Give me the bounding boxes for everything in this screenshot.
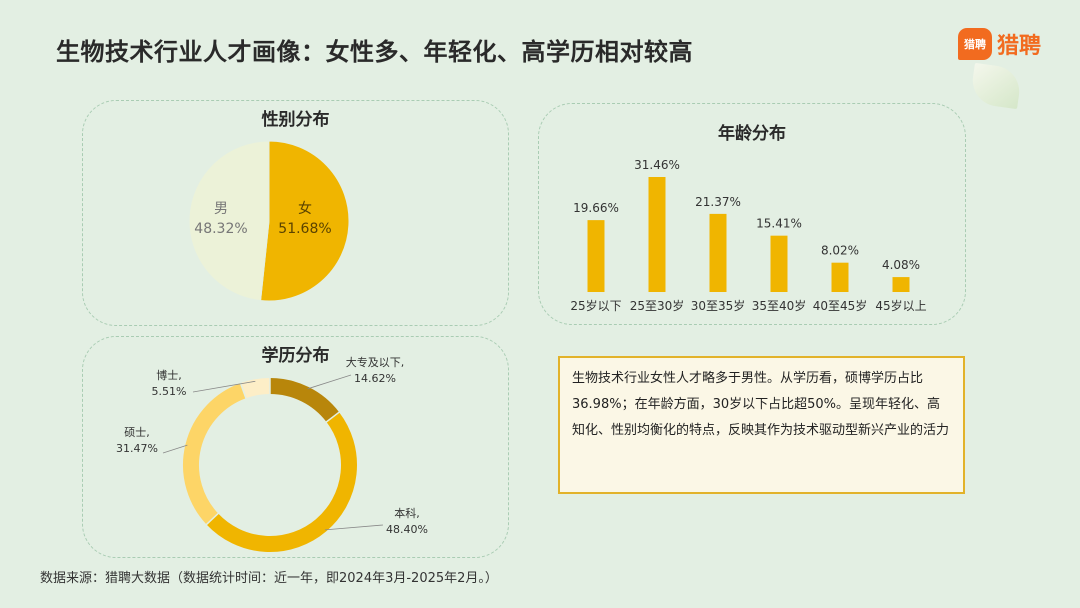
gender-pie-chart: 女 51.68% 男 48.32% [188,140,350,302]
age-bar-5 [892,277,910,292]
age-bar-2 [709,213,727,292]
gender-label-name-0: 女 [298,200,312,217]
logo-text: 猎聘 [997,34,1042,59]
page-title: 生物技术行业人才画像：女性多、年轻化、高学历相对较高 [56,38,693,66]
education-donut-chart: 大专及以下, 14.62% 本科, 48.40% 硕士, 31.47% 博士, 5.51% [116,355,428,552]
data-source: 数据来源：猎聘大数据（数据统计时间：近一年，即2024年3月-2025年2月。） [40,571,498,586]
summary-box: 生物技术行业女性人才略多于男性。从学历看，硕博学历占比36.98%；在年龄方面，… [558,356,965,494]
age-value-label-4: 8.02% [821,244,859,258]
education-label-name-3: 博士, [156,369,182,382]
education-label-value-0: 14.62% [354,372,396,385]
education-label-value-3: 5.51% [152,385,187,398]
education-label-name-2: 硕士, [124,426,150,439]
age-bar-3 [770,235,788,292]
age-category-label-4: 40至45岁 [813,298,868,313]
education-slice-1 [206,412,357,552]
age-value-label-2: 21.37% [695,195,741,209]
gender-slice-1 [188,140,270,302]
education-panel-title: 学历分布 [261,346,330,366]
gender-label-name-1: 男 [214,201,228,217]
age-bar-1 [648,177,666,292]
education-slice-2 [183,383,247,525]
age-value-label-0: 19.66% [573,201,619,215]
gender-slice-0 [260,140,350,302]
age-bar-chart: 19.66% 25岁以下 31.46% 25至30岁 21.37% 30至35岁 15.41… [570,158,926,313]
education-slice-0 [269,378,340,423]
gender-label-value-0: 51.68% [278,221,331,237]
gender-label-value-1: 48.32% [194,221,247,237]
gender-panel: 性别分布 女 51.68% 男 48.32% [82,100,509,326]
age-value-label-5: 4.08% [882,258,920,272]
age-category-label-1: 25至30岁 [630,298,685,313]
education-panel: 学历分布 大专及以下, 14.62% 本科, 48.40% 硕士, 31.47% 博士, 5.… [82,336,509,558]
education-label-value-2: 31.47% [116,442,158,455]
education-leader-line-1 [324,524,384,531]
education-leader-line-3 [192,380,256,393]
education-label-name-0: 大专及以下, [346,355,405,369]
logo-badge-icon: 猎聘 [958,28,992,60]
age-category-label-2: 30至35岁 [691,298,746,313]
age-category-label-3: 35至40岁 [752,298,807,313]
age-bar-4 [831,262,849,292]
education-label-name-1: 本科, [394,506,420,520]
age-panel-title: 年龄分布 [718,124,786,144]
education-leader-line-0 [307,374,352,390]
age-value-label-3: 15.41% [756,217,802,231]
education-slice-3 [240,378,271,399]
age-panel: 年龄分布 19.66% 25岁以下 31.46% 25至30岁 21.37% 30至35岁… [538,103,966,325]
age-category-label-5: 45岁以上 [875,298,926,313]
gender-panel-title: 性别分布 [261,110,330,130]
age-category-label-0: 25岁以下 [570,298,621,313]
leaf-decoration [969,62,1023,110]
education-label-value-1: 48.40% [386,523,428,536]
liepin-logo: 猎聘 猎聘 [958,28,1041,60]
education-leader-line-2 [162,444,188,454]
age-value-label-1: 31.46% [634,158,680,172]
age-bar-0 [587,220,605,292]
